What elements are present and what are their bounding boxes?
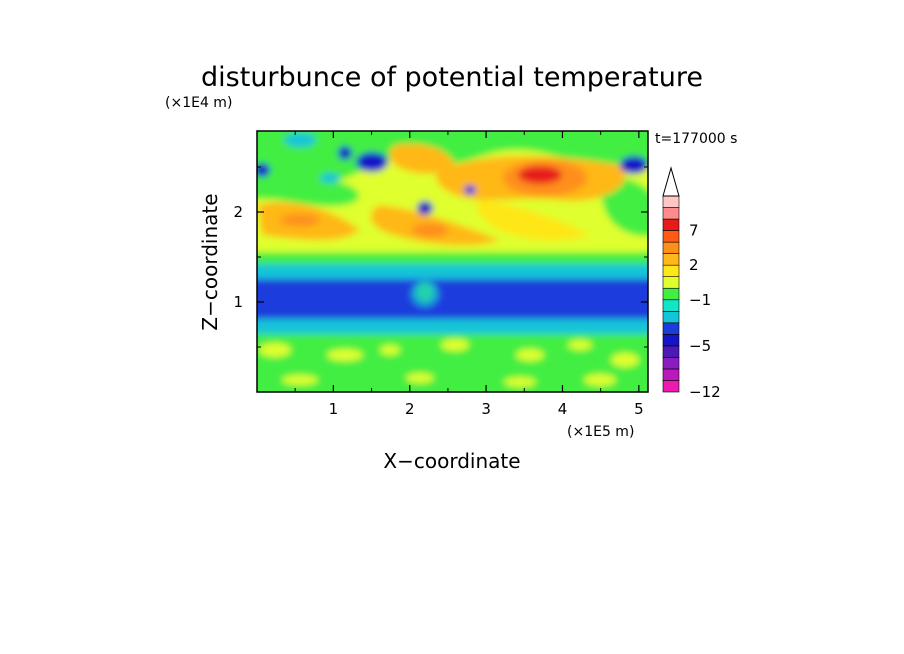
colorbar-segment bbox=[662, 287, 680, 301]
colorbar-segment bbox=[662, 230, 680, 243]
cell-blue-6 bbox=[464, 185, 476, 195]
region-left-green bbox=[257, 160, 359, 206]
patch-yellow-4 bbox=[441, 339, 469, 351]
patch-yellow-8 bbox=[282, 375, 318, 385]
region-orange-center bbox=[476, 200, 590, 241]
colorbar-segment bbox=[662, 253, 680, 266]
y-axis-ticks: 12 bbox=[233, 166, 648, 348]
chart-title: disturbunce of potential temperature bbox=[201, 62, 703, 93]
patch-yellow-2 bbox=[327, 349, 363, 361]
colorbar-segment bbox=[662, 299, 680, 312]
colorbar-tick-label: −5 bbox=[689, 337, 711, 355]
x-tick-label: 3 bbox=[481, 400, 491, 418]
cell-blue-1 bbox=[356, 152, 388, 172]
cell-blue-3 bbox=[417, 201, 433, 215]
colorbar-segment bbox=[662, 368, 680, 381]
x-axis-label: X−coordinate bbox=[383, 449, 520, 473]
y-axis-label: Z−coordinate bbox=[198, 193, 222, 330]
y-axis-unit: (×1E4 m) bbox=[165, 95, 232, 111]
y-tick-label: 1 bbox=[233, 293, 243, 311]
colorbar-tick-label: −1 bbox=[689, 291, 711, 309]
patch-yellow-1 bbox=[259, 343, 291, 357]
colorbar-segment bbox=[662, 322, 680, 335]
x-tick-label: 2 bbox=[405, 400, 415, 418]
cell-cyan-2 bbox=[320, 173, 340, 183]
colorbar-segment bbox=[662, 264, 680, 278]
colorbar-segment bbox=[662, 276, 680, 289]
band-green-upper bbox=[257, 250, 648, 264]
region-top-green bbox=[257, 131, 648, 186]
colorbar-segment bbox=[662, 310, 680, 324]
x-tick-label: 5 bbox=[634, 400, 644, 418]
colorbar-extend-arrow bbox=[662, 166, 680, 197]
colorbar-segment bbox=[662, 195, 680, 208]
contour-field bbox=[257, 131, 648, 392]
colorbar-segment bbox=[662, 218, 680, 231]
colorbar-segment bbox=[662, 207, 680, 220]
plot-frame bbox=[256, 130, 649, 393]
colorbar-segment bbox=[662, 357, 680, 370]
cell-cyan-1 bbox=[284, 133, 316, 147]
region-orange-left-small bbox=[412, 223, 448, 237]
region-orange-left-small2 bbox=[280, 214, 320, 226]
x-axis-unit: (×1E5 m) bbox=[567, 424, 634, 440]
patch-yellow-5 bbox=[516, 349, 544, 361]
colorbar-tick-label: 7 bbox=[689, 222, 699, 240]
band-blue-layer bbox=[257, 278, 648, 319]
band-cyan-upper bbox=[257, 262, 648, 279]
colorbar: 7 2 −1 −5 −12 bbox=[662, 166, 721, 401]
patch-yellow-7 bbox=[611, 353, 639, 367]
region-red-core bbox=[518, 166, 562, 184]
patch-yellow-10 bbox=[504, 377, 536, 387]
notch-cyan bbox=[411, 281, 439, 307]
x-tick-label: 4 bbox=[558, 400, 568, 418]
region-orange-upper-mid bbox=[389, 143, 455, 174]
patch-yellow-6 bbox=[568, 340, 592, 350]
cell-blue-2 bbox=[338, 146, 352, 160]
cell-blue-4 bbox=[620, 156, 648, 174]
time-label: t=177000 s bbox=[655, 131, 737, 147]
patch-yellow-9 bbox=[406, 373, 434, 383]
patch-yellow-3 bbox=[380, 345, 400, 355]
x-tick-label: 1 bbox=[329, 400, 339, 418]
y-tick-label: 2 bbox=[233, 203, 243, 221]
colorbar-segment bbox=[662, 345, 680, 358]
x-axis-ticks: 1 2 3 4 5 bbox=[294, 131, 644, 418]
colorbar-segment bbox=[662, 380, 680, 393]
colorbar-segment bbox=[662, 334, 680, 347]
patch-yellow-11 bbox=[584, 374, 616, 386]
colorbar-tick-label: 2 bbox=[689, 256, 699, 274]
colorbar-tick-label: −12 bbox=[689, 383, 721, 401]
colorbar-segment bbox=[662, 241, 680, 254]
